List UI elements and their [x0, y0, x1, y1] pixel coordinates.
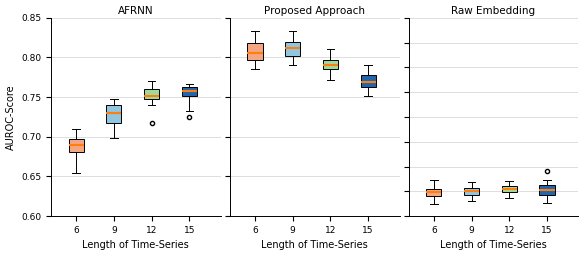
PathPatch shape	[426, 189, 442, 196]
PathPatch shape	[360, 75, 376, 87]
PathPatch shape	[182, 87, 197, 95]
PathPatch shape	[285, 41, 300, 56]
PathPatch shape	[106, 105, 121, 123]
PathPatch shape	[464, 188, 479, 195]
PathPatch shape	[540, 185, 555, 195]
PathPatch shape	[68, 139, 84, 152]
PathPatch shape	[248, 43, 262, 60]
Title: AFRNN: AFRNN	[118, 6, 154, 16]
Title: Raw Embedding: Raw Embedding	[451, 6, 536, 16]
PathPatch shape	[323, 60, 338, 69]
X-axis label: Length of Time-Series: Length of Time-Series	[82, 240, 189, 250]
PathPatch shape	[144, 89, 159, 99]
X-axis label: Length of Time-Series: Length of Time-Series	[440, 240, 547, 250]
Title: Proposed Approach: Proposed Approach	[264, 6, 365, 16]
X-axis label: Length of Time-Series: Length of Time-Series	[261, 240, 368, 250]
Y-axis label: AUROC-Score: AUROC-Score	[6, 84, 16, 150]
PathPatch shape	[502, 186, 517, 192]
